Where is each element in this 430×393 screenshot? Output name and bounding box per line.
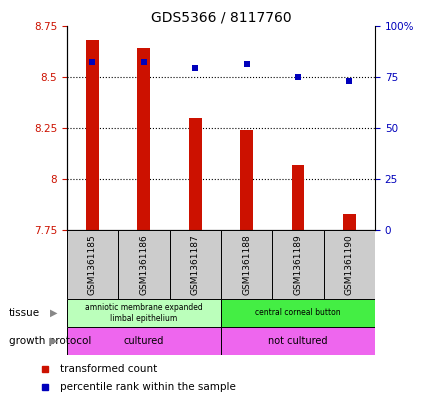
Bar bbox=[323, 230, 374, 299]
Bar bbox=[86, 40, 98, 230]
Text: GSM1361187: GSM1361187 bbox=[190, 234, 199, 295]
Text: amniotic membrane expanded
limbal epithelium: amniotic membrane expanded limbal epithe… bbox=[85, 303, 202, 323]
Text: transformed count: transformed count bbox=[60, 364, 157, 374]
Text: GSM1361190: GSM1361190 bbox=[344, 234, 353, 295]
Bar bbox=[240, 130, 252, 230]
Text: GSM1361185: GSM1361185 bbox=[88, 234, 97, 295]
Bar bbox=[169, 230, 220, 299]
Text: cultured: cultured bbox=[123, 336, 164, 346]
Text: GSM1361189: GSM1361189 bbox=[293, 234, 302, 295]
Bar bbox=[272, 230, 323, 299]
Bar bbox=[221, 230, 272, 299]
Bar bbox=[67, 299, 221, 327]
Text: growth protocol: growth protocol bbox=[9, 336, 91, 346]
Bar bbox=[342, 213, 355, 230]
Bar bbox=[188, 118, 201, 230]
Bar bbox=[221, 327, 374, 355]
Text: percentile rank within the sample: percentile rank within the sample bbox=[60, 382, 236, 392]
Text: ▶: ▶ bbox=[50, 336, 58, 346]
Title: GDS5366 / 8117760: GDS5366 / 8117760 bbox=[150, 10, 291, 24]
Bar bbox=[291, 165, 304, 230]
Bar bbox=[118, 230, 169, 299]
Text: GSM1361188: GSM1361188 bbox=[242, 234, 251, 295]
Text: ▶: ▶ bbox=[50, 308, 58, 318]
Text: not cultured: not cultured bbox=[267, 336, 327, 346]
Text: tissue: tissue bbox=[9, 308, 40, 318]
Text: GSM1361186: GSM1361186 bbox=[139, 234, 148, 295]
Bar bbox=[67, 327, 221, 355]
Bar bbox=[137, 48, 150, 230]
Bar bbox=[67, 230, 118, 299]
Text: central corneal button: central corneal button bbox=[255, 309, 340, 317]
Bar bbox=[221, 299, 374, 327]
